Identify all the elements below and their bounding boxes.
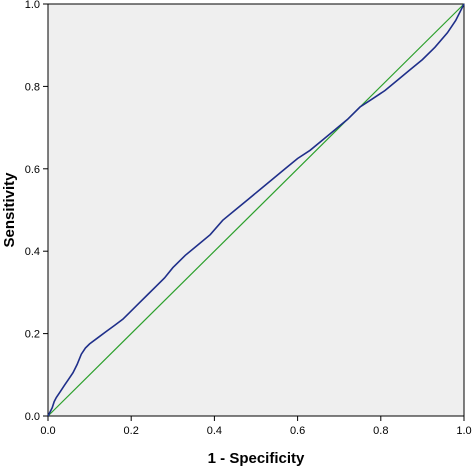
reference-diagonal-line: [47, 3, 465, 417]
y-tick-label: 0.8: [25, 81, 40, 93]
x-tick-label: 1.0: [456, 425, 471, 437]
y-tick-label: 0.0: [25, 411, 40, 423]
ticks-layer: 0.0 0.2 0.4 0.6 0.8 1.0 0.0 0.2 0.4 0.6 0.8 1.0: [25, 0, 472, 437]
x-tick-label: 0.6: [290, 425, 305, 437]
roc-curve-line: [47, 3, 465, 417]
y-tick-label: 1.0: [25, 0, 40, 11]
y-tick-label: 0.6: [25, 164, 40, 176]
x-tick-label: 0.2: [124, 425, 139, 437]
x-tick-label: 0.8: [373, 425, 388, 437]
x-axis-title: 1 - Specificity: [208, 450, 305, 467]
y-tick-label: 0.4: [25, 246, 40, 258]
x-tick-label: 0.0: [40, 425, 55, 437]
x-tick-label: 0.4: [207, 425, 222, 437]
curves-layer: [47, 3, 465, 417]
y-axis-title: Sensitivity: [1, 172, 18, 248]
y-tick-label: 0.2: [25, 329, 40, 341]
